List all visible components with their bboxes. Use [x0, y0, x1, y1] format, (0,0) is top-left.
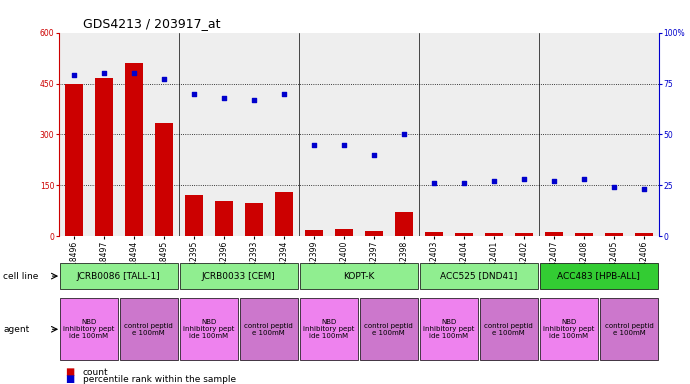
Point — [68, 72, 79, 78]
Point — [489, 178, 500, 184]
Bar — [480, 298, 538, 360]
Bar — [600, 298, 658, 360]
Bar — [179, 298, 238, 360]
Bar — [245, 203, 263, 236]
Text: cell line: cell line — [3, 271, 39, 281]
Text: control peptid
e 100mM: control peptid e 100mM — [364, 323, 413, 336]
Bar — [179, 263, 298, 289]
Point — [278, 91, 289, 97]
Bar — [455, 233, 473, 236]
Text: control peptid
e 100mM: control peptid e 100mM — [484, 323, 533, 336]
Bar — [485, 233, 503, 236]
Bar — [540, 263, 658, 289]
Text: JCRB0033 [CEM]: JCRB0033 [CEM] — [202, 271, 275, 281]
Bar — [125, 63, 143, 236]
Text: ACC483 [HPB-ALL]: ACC483 [HPB-ALL] — [558, 271, 640, 281]
Bar — [515, 233, 533, 236]
Bar — [119, 298, 178, 360]
Bar — [305, 230, 323, 236]
Point — [398, 131, 409, 137]
Point — [578, 176, 589, 182]
Text: NBD
inhibitory pept
ide 100mM: NBD inhibitory pept ide 100mM — [303, 319, 355, 339]
Bar — [635, 233, 653, 236]
Bar — [95, 78, 112, 236]
Bar — [59, 263, 178, 289]
Text: control peptid
e 100mM: control peptid e 100mM — [244, 323, 293, 336]
Text: JCRB0086 [TALL-1]: JCRB0086 [TALL-1] — [77, 271, 161, 281]
Bar — [540, 298, 598, 360]
Point — [98, 70, 109, 76]
Bar — [365, 231, 383, 236]
Point — [518, 176, 529, 182]
Point — [188, 91, 199, 97]
Point — [458, 180, 469, 186]
Text: NBD
inhibitory pept
ide 100mM: NBD inhibitory pept ide 100mM — [423, 319, 475, 339]
Bar — [359, 298, 418, 360]
Point — [248, 97, 259, 103]
Bar — [65, 84, 83, 236]
Text: control peptid
e 100mM: control peptid e 100mM — [604, 323, 653, 336]
Text: GDS4213 / 203917_at: GDS4213 / 203917_at — [83, 17, 220, 30]
Point — [218, 95, 229, 101]
Bar — [420, 298, 478, 360]
Text: KOPT-K: KOPT-K — [343, 271, 375, 281]
Point — [609, 184, 620, 190]
Bar — [395, 212, 413, 236]
Text: NBD
inhibitory pept
ide 100mM: NBD inhibitory pept ide 100mM — [63, 319, 115, 339]
Point — [368, 152, 380, 158]
Text: ■: ■ — [66, 374, 75, 384]
Bar — [335, 229, 353, 236]
Text: ACC525 [DND41]: ACC525 [DND41] — [440, 271, 518, 281]
Bar — [299, 298, 358, 360]
Point — [549, 178, 560, 184]
Bar — [420, 263, 538, 289]
Bar — [155, 122, 172, 236]
Bar — [275, 192, 293, 236]
Point — [308, 142, 319, 148]
Text: agent: agent — [3, 325, 30, 334]
Bar — [185, 195, 203, 236]
Bar — [575, 233, 593, 236]
Bar — [59, 298, 118, 360]
Text: count: count — [83, 368, 108, 377]
Point — [158, 76, 169, 83]
Point — [128, 70, 139, 76]
Text: control peptid
e 100mM: control peptid e 100mM — [124, 323, 173, 336]
Text: NBD
inhibitory pept
ide 100mM: NBD inhibitory pept ide 100mM — [183, 319, 235, 339]
Point — [428, 180, 440, 186]
Text: percentile rank within the sample: percentile rank within the sample — [83, 375, 236, 384]
Point — [638, 186, 649, 192]
Point — [338, 142, 349, 148]
Bar — [215, 200, 233, 236]
Text: NBD
inhibitory pept
ide 100mM: NBD inhibitory pept ide 100mM — [543, 319, 595, 339]
Bar — [545, 232, 563, 236]
Bar — [299, 263, 418, 289]
Bar — [605, 233, 623, 236]
Bar — [239, 298, 298, 360]
Bar — [425, 232, 443, 236]
Text: ■: ■ — [66, 367, 75, 377]
